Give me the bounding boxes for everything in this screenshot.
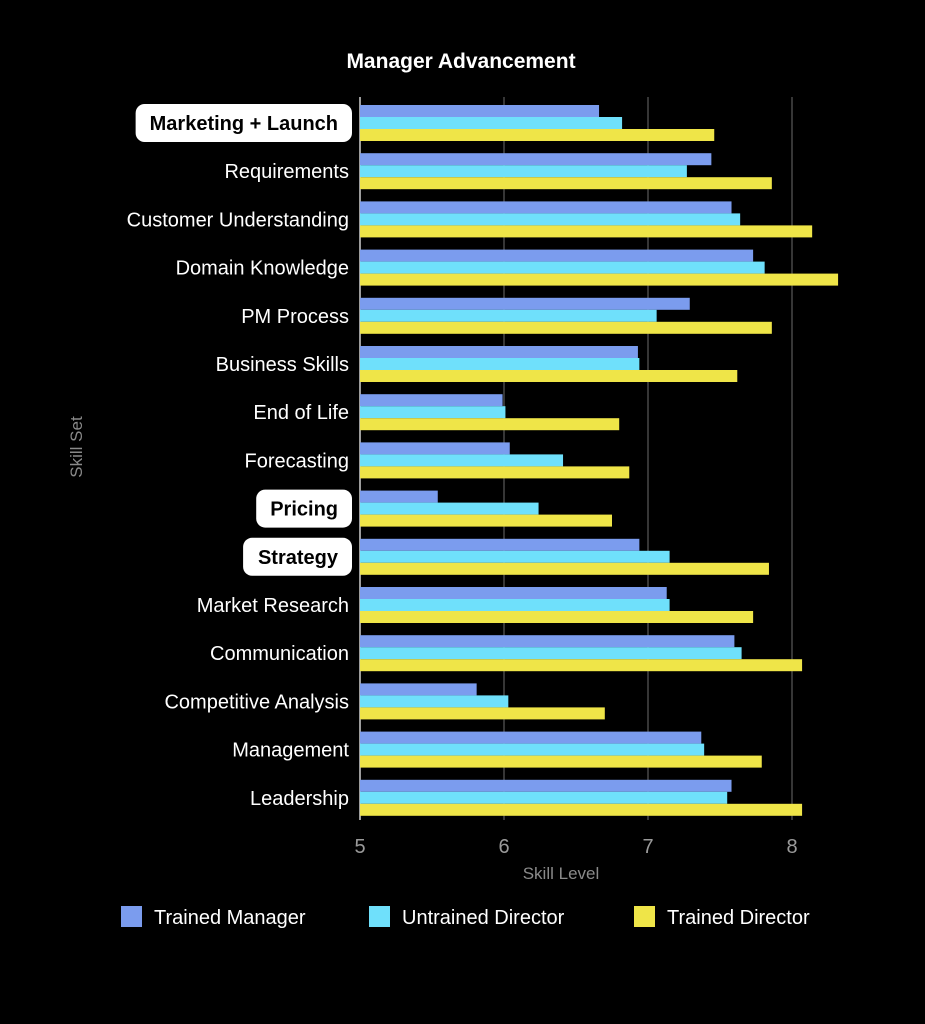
bar-1-9 bbox=[360, 490, 438, 503]
legend-label: Untrained Director bbox=[402, 907, 565, 929]
bar-3-15 bbox=[360, 803, 803, 816]
category-label: End of Life bbox=[253, 402, 349, 424]
bar-3-4 bbox=[360, 273, 839, 286]
legend-swatch bbox=[121, 906, 142, 927]
legend-swatch bbox=[369, 906, 390, 927]
bar-2-11 bbox=[360, 599, 670, 611]
category-label: Management bbox=[232, 740, 349, 762]
category-label: Market Research bbox=[197, 595, 349, 617]
legend-item: Trained Director bbox=[634, 906, 810, 929]
bar-3-8 bbox=[360, 466, 630, 479]
legend: Trained Manager Untrained Director Trained… bbox=[121, 906, 810, 929]
x-tick-label: 5 bbox=[354, 836, 365, 858]
legend-swatch bbox=[634, 906, 655, 927]
bar-2-9 bbox=[360, 502, 539, 515]
x-tick-label: 7 bbox=[642, 836, 653, 858]
x-tick-labels: 5 6 7 8 bbox=[354, 836, 797, 858]
category-label-highlighted: Marketing + Launch bbox=[150, 113, 338, 135]
bar-1-6 bbox=[360, 346, 638, 358]
highlight-label-background bbox=[135, 104, 352, 142]
bar-3-2 bbox=[360, 177, 772, 190]
bar-2-15 bbox=[360, 791, 728, 804]
bar-2-2 bbox=[360, 165, 687, 178]
highlight-label-box: Pricing bbox=[256, 489, 352, 528]
category-label: Customer Understanding bbox=[127, 209, 349, 231]
highlight-label-box: Strategy bbox=[243, 537, 352, 576]
bar-3-14 bbox=[360, 755, 762, 768]
bar-3-5 bbox=[360, 321, 772, 334]
category-label: PM Process bbox=[241, 306, 349, 328]
category-label-highlighted: Pricing bbox=[270, 499, 338, 521]
bar-1-11 bbox=[360, 587, 667, 599]
bar-1-15 bbox=[360, 779, 732, 792]
bar-2-3 bbox=[360, 213, 741, 226]
bar-3-6 bbox=[360, 370, 738, 382]
category-label: Competitive Analysis bbox=[164, 691, 349, 713]
bar-1-2 bbox=[360, 153, 712, 166]
legend-label: Trained Manager bbox=[154, 907, 306, 929]
x-axis-title: Skill Level bbox=[523, 864, 600, 883]
legend-item: Untrained Director bbox=[369, 906, 565, 929]
bar-3-12 bbox=[360, 659, 803, 672]
bar-3-1 bbox=[360, 129, 715, 141]
bar-1-13 bbox=[360, 683, 477, 696]
bar-3-11 bbox=[360, 611, 754, 623]
category-label: Domain Knowledge bbox=[176, 258, 349, 280]
legend-label: Trained Director bbox=[667, 907, 810, 929]
legend-item: Trained Manager bbox=[121, 906, 306, 929]
x-tick-label: 6 bbox=[498, 836, 509, 858]
bar-3-3 bbox=[360, 225, 813, 238]
category-label: Requirements bbox=[224, 161, 349, 183]
bar-1-7 bbox=[360, 394, 503, 407]
bar-2-4 bbox=[360, 261, 765, 274]
highlight-label-box: Marketing + Launch bbox=[135, 104, 352, 142]
category-label: Forecasting bbox=[245, 450, 350, 472]
bar-1-8 bbox=[360, 442, 510, 455]
bar-3-13 bbox=[360, 707, 605, 720]
category-label: Communication bbox=[210, 643, 349, 665]
x-tick-label: 8 bbox=[786, 836, 797, 858]
category-label-highlighted: Strategy bbox=[258, 547, 339, 569]
bar-2-6 bbox=[360, 358, 640, 370]
bar-1-4 bbox=[360, 249, 754, 262]
highlight-label-background bbox=[256, 489, 352, 528]
bar-1-5 bbox=[360, 297, 690, 310]
bar-2-14 bbox=[360, 743, 705, 756]
bar-1-14 bbox=[360, 731, 702, 744]
bar-1-10 bbox=[360, 538, 640, 551]
category-labels: Marketing + Launch Requirements Customer U… bbox=[127, 104, 352, 810]
bars bbox=[360, 105, 839, 816]
bar-2-10 bbox=[360, 550, 670, 563]
bar-2-8 bbox=[360, 454, 564, 467]
bar-3-9 bbox=[360, 514, 612, 527]
bar-3-7 bbox=[360, 418, 620, 431]
bar-2-5 bbox=[360, 309, 657, 322]
highlight-label-background bbox=[243, 537, 352, 576]
category-label: Business Skills bbox=[216, 354, 349, 376]
y-axis-title: Skill Set bbox=[67, 416, 86, 478]
category-label: Leadership bbox=[250, 788, 349, 810]
bar-2-7 bbox=[360, 406, 506, 419]
bar-1-12 bbox=[360, 635, 735, 648]
bar-1-3 bbox=[360, 201, 732, 214]
bar-2-12 bbox=[360, 647, 742, 660]
bar-2-13 bbox=[360, 695, 509, 708]
bar-1-1 bbox=[360, 105, 600, 117]
bar-2-1 bbox=[360, 117, 623, 129]
bar-3-10 bbox=[360, 562, 769, 575]
chart-title: Manager Advancement bbox=[346, 50, 575, 73]
